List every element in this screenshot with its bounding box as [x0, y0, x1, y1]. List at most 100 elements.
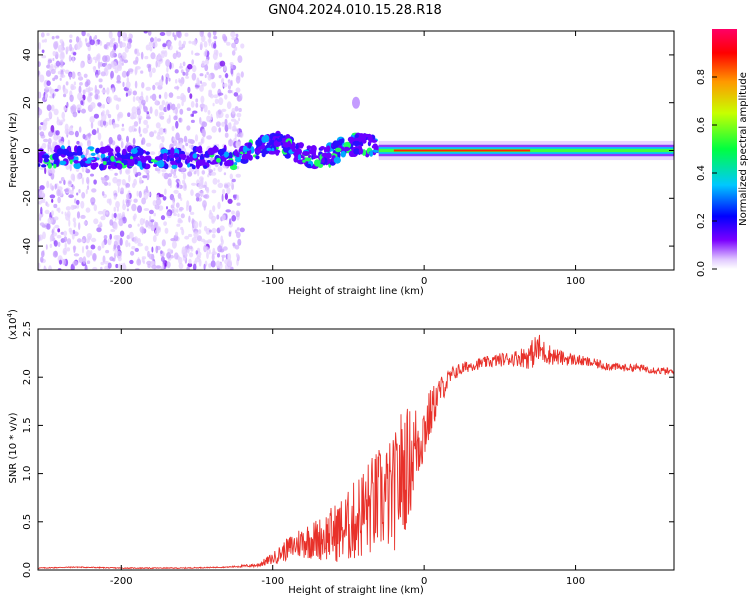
- spectrogram-noise-dot: [153, 221, 157, 228]
- spectrogram-noise-dot: [183, 181, 186, 189]
- spectrogram-noise-dot: [230, 79, 233, 87]
- spectrogram-noise-dot: [63, 118, 66, 122]
- snr-y-label: SNR (10 * v/v): [8, 412, 19, 483]
- spectrogram-band-dot: [154, 156, 162, 161]
- spectrogram-noise-dot: [193, 38, 197, 46]
- spectrogram-noise-dot: [131, 246, 136, 250]
- spectrogram-noise-dot: [121, 52, 127, 60]
- spectrogram-noise-dot: [92, 266, 98, 270]
- spectrogram-noise-dot: [134, 80, 138, 89]
- spectrogram-noise-dot: [108, 136, 113, 145]
- spectrogram-noise-dot: [93, 218, 99, 225]
- spectrogram-band-dot: [240, 159, 247, 164]
- spectrogram-band-dot: [144, 155, 152, 161]
- spectrogram-noise-dot: [202, 200, 207, 208]
- spectrogram-noise-dot: [126, 199, 130, 208]
- spectrogram-noise-dot: [173, 115, 178, 121]
- spectrogram-noise-dot: [195, 196, 200, 202]
- spectrogram-noise-dot: [38, 61, 41, 67]
- colorbar-label: Normalized spectral amplitude: [738, 72, 749, 226]
- spectrogram-noise-dot: [189, 93, 193, 99]
- spectrogram-noise-dot: [174, 69, 179, 74]
- spectrogram-noise-dot: [217, 166, 223, 173]
- spectrogram-noise-dot: [229, 138, 232, 147]
- spectrogram-noise-dot: [182, 71, 186, 76]
- spectrogram-band-dot: [274, 149, 281, 154]
- spectrogram-noise-dot: [190, 189, 194, 197]
- spectrogram-noise-dot: [132, 90, 137, 96]
- spectrogram-noise-dot: [187, 171, 193, 177]
- spectrogram-noise-dot: [104, 265, 109, 270]
- spectrogram-noise-dot: [181, 228, 185, 236]
- spectrogram-band-dot: [266, 147, 272, 151]
- spectrogram-noise-dot: [124, 34, 128, 39]
- spectrogram-band-dot: [59, 160, 67, 166]
- spectrogram-noise-dot: [97, 245, 102, 251]
- spectrogram-noise-dot: [115, 104, 120, 111]
- spectrogram-noise-dot: [166, 31, 172, 37]
- spectrogram-band-dot: [102, 157, 109, 162]
- spectrogram-noise-dot: [50, 63, 54, 69]
- spectrogram-noise-dot: [120, 141, 124, 149]
- spectrogram-noise-dot: [117, 256, 122, 262]
- spectrogram-noise-dot: [81, 245, 85, 254]
- spectrogram-noise-dot: [56, 135, 62, 140]
- spectrogram-noise-dot: [211, 233, 216, 239]
- spectrogram-band-dot: [38, 158, 41, 163]
- spectrogram-noise-dot: [178, 40, 182, 48]
- spectrogram-band-dot: [273, 133, 281, 137]
- spectrogram-noise-dot: [223, 64, 227, 72]
- spectrogram-noise-dot: [175, 132, 180, 141]
- spectrogram-noise-dot: [231, 215, 237, 222]
- spectrogram-band-dot: [95, 147, 101, 154]
- spectrogram-noise-dot: [87, 97, 91, 101]
- spectrogram-noise-dot: [136, 108, 141, 116]
- spectrogram-band-dot: [115, 146, 121, 154]
- spectrogram-noise-dot: [103, 260, 110, 265]
- spectrogram-noise-dot: [193, 221, 199, 229]
- spectrogram-noise-dot: [42, 198, 46, 204]
- spectrogram-noise-dot: [186, 125, 191, 131]
- spectrogram-noise-dot: [154, 108, 159, 117]
- spectrogram-noise-dot: [90, 244, 96, 250]
- colorbar-tick-label: 0.6: [696, 117, 707, 133]
- snr-x-tick-label: 0: [421, 576, 427, 587]
- spectrogram-noise-dot: [101, 241, 105, 249]
- spectrogram-noise-dot: [218, 127, 222, 133]
- spectrogram-noise-dot: [162, 259, 165, 265]
- spectrogram-noise-dot: [199, 84, 204, 92]
- spectrogram-noise-dot: [52, 227, 56, 231]
- spectrogram-noise-dot: [146, 124, 149, 129]
- spectrogram-noise-dot: [53, 203, 58, 209]
- spectrogram-noise-dot: [188, 205, 192, 213]
- spectrogram-noise-dot: [154, 204, 160, 210]
- spectrogram-noise-dot: [64, 241, 67, 250]
- spectrogram-noise-dot: [132, 215, 135, 220]
- spectrogram-noise-dot: [237, 238, 242, 246]
- spectrogram-noise-dot: [213, 49, 218, 55]
- spectrogram-noise-dot: [143, 106, 148, 113]
- spectrogram-noise-dot: [155, 99, 158, 106]
- spectrogram-noise-dot: [217, 253, 220, 258]
- spectrogram-noise-dot: [217, 65, 221, 70]
- spectrogram-noise-dot: [75, 42, 81, 50]
- spectrogram-band-dot: [206, 160, 211, 164]
- spectrogram-noise-dot: [148, 209, 154, 215]
- spectrogram-noise-dot: [94, 58, 97, 64]
- spectrogram-noise-dot: [64, 123, 69, 132]
- spectrogram-noise-dot: [102, 55, 108, 63]
- spectrogram-noise-dot: [155, 168, 161, 172]
- spectrogram-noise-dot: [86, 185, 90, 190]
- spectrogram-band-dot: [327, 159, 332, 163]
- spectrogram-noise-dot: [70, 83, 75, 91]
- spectrogram-noise-dot: [119, 237, 123, 246]
- spectrogram-noise-dot: [79, 82, 83, 86]
- spectrogram-noise-dot: [182, 61, 186, 67]
- spectrogram-noise-dot: [123, 59, 129, 64]
- spectrogram-noise-dot: [197, 79, 201, 86]
- spectrogram-noise-dot: [110, 229, 116, 232]
- spectrogram-noise-dot: [180, 226, 184, 231]
- spectrogram-noise-dot: [149, 151, 156, 156]
- spectrogram-noise-dot: [108, 198, 112, 206]
- spectrogram-noise-dot: [229, 218, 232, 225]
